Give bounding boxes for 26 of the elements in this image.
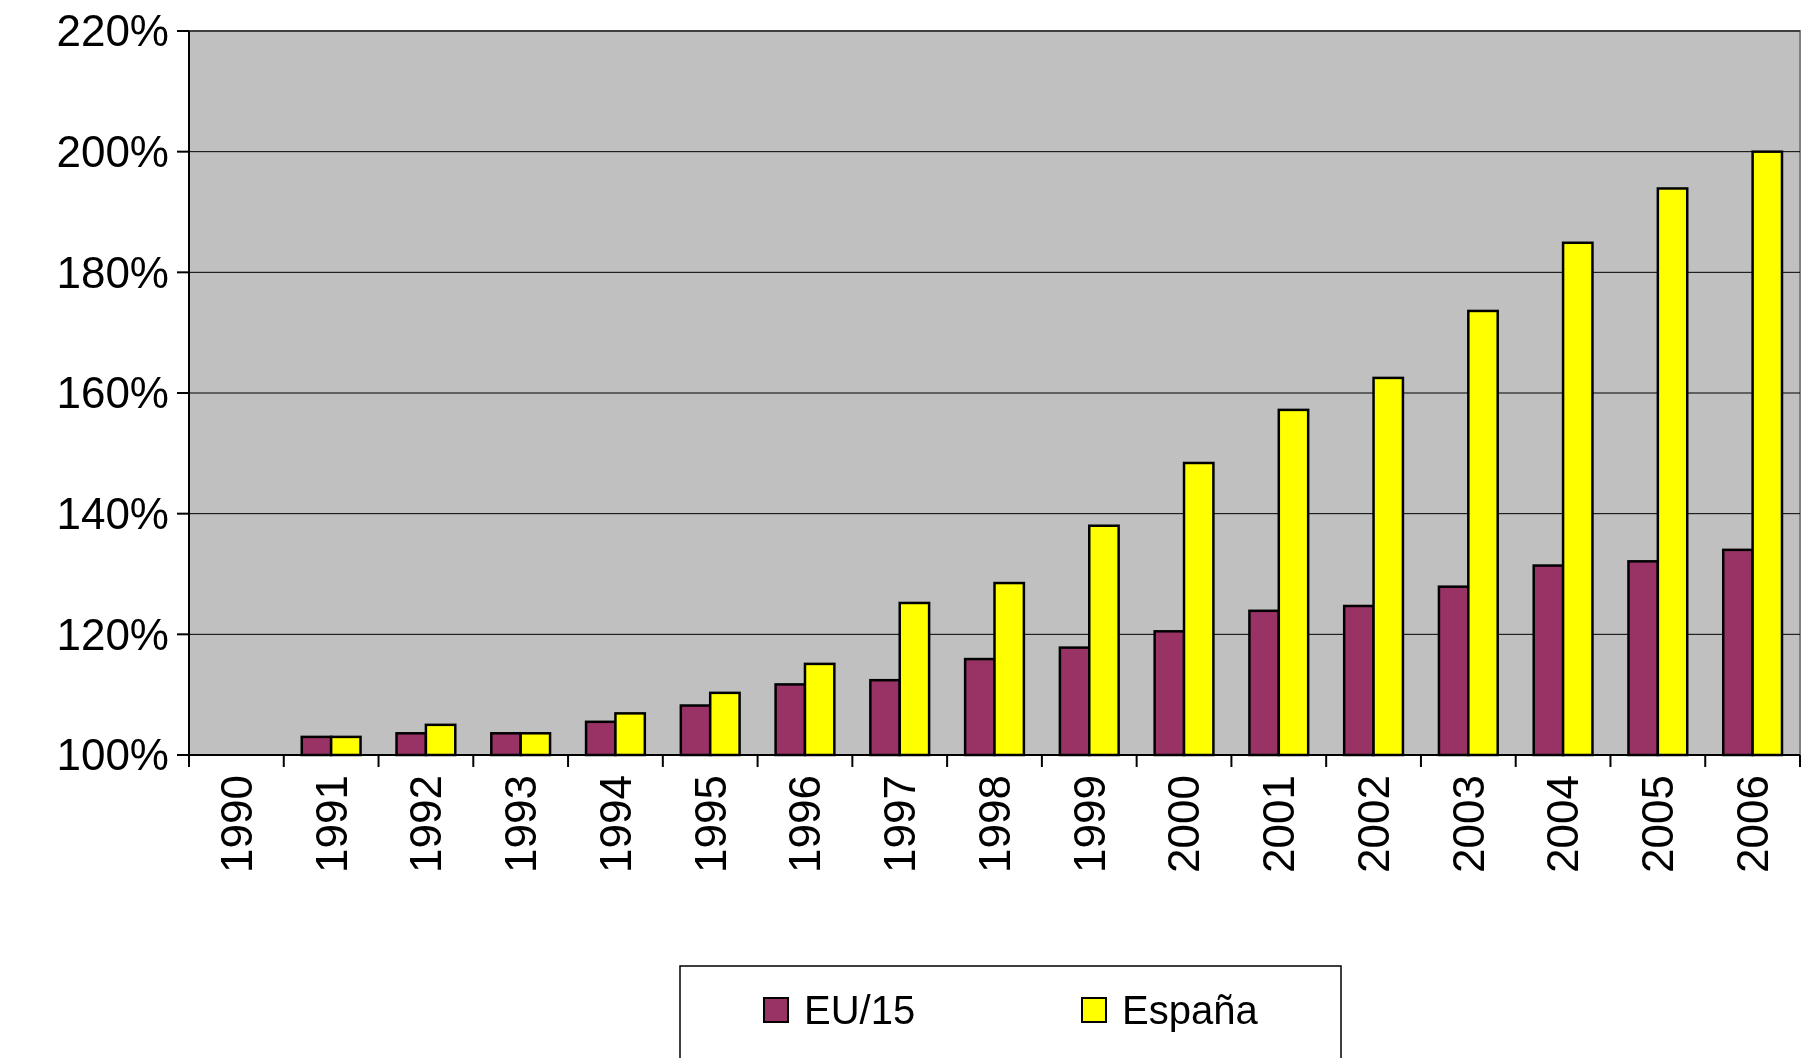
y-tick-label: 160%: [56, 368, 169, 418]
x-tick-label: 1995: [685, 775, 735, 873]
y-tick-label: 220%: [56, 6, 169, 56]
x-tick-label: 1999: [1064, 775, 1114, 873]
x-tick-label: 2000: [1159, 775, 1209, 873]
y-tick-label: 200%: [56, 127, 169, 177]
x-tick-label: 1997: [875, 775, 925, 873]
x-tick-label: 2003: [1443, 775, 1493, 873]
y-tick-label: 100%: [56, 730, 169, 780]
y-tick-label: 140%: [56, 489, 169, 539]
x-tick-label: 1998: [969, 775, 1019, 873]
x-tick-label: 1992: [401, 775, 451, 873]
x-tick-label: 2004: [1538, 775, 1588, 873]
x-tick-label: 1993: [496, 775, 546, 873]
x-tick-label: 2001: [1254, 775, 1304, 873]
legend-label: EU/15: [804, 988, 916, 1032]
x-tick-label: 1991: [306, 775, 356, 873]
x-tick-label: 2006: [1728, 775, 1778, 873]
x-tick-label: 2002: [1348, 775, 1398, 873]
y-tick-label: 180%: [56, 247, 169, 297]
legend-label: España: [1122, 988, 1259, 1032]
x-tick-label: 1996: [780, 775, 830, 873]
x-tick-label: 2005: [1633, 775, 1683, 873]
y-tick-label: 120%: [56, 609, 169, 659]
x-tick-label: 1994: [590, 775, 640, 873]
x-tick-label: 1990: [211, 775, 261, 873]
